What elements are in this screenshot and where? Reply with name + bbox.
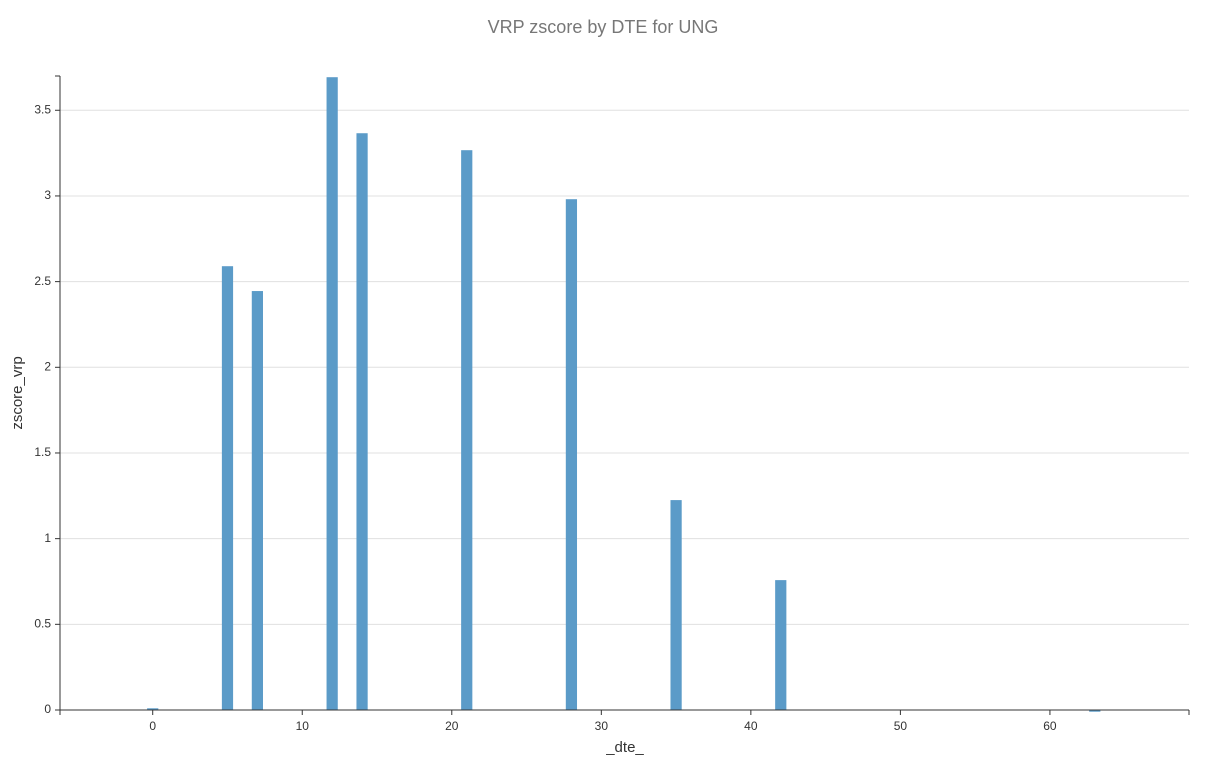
bar: [565, 199, 578, 711]
chart-title: VRP zscore by DTE for UNG: [488, 17, 719, 37]
x-tick-label: 0: [149, 719, 156, 733]
bar: [326, 77, 338, 710]
bar: [221, 266, 234, 710]
y-axis-label: zscore_vrp: [9, 356, 26, 429]
x-tick-label: 20: [445, 719, 459, 733]
x-tick-label: 10: [296, 719, 310, 733]
x-axis-label: _dte_: [605, 739, 644, 756]
y-tick-label: 0: [44, 702, 51, 716]
bar: [1089, 710, 1101, 712]
x-tick-label: 40: [744, 719, 758, 733]
bar: [356, 133, 368, 711]
y-tick-label: 3.5: [34, 102, 51, 116]
y-tick-label: 1.5: [34, 445, 51, 459]
bar: [251, 291, 263, 710]
y-tick-label: 2: [44, 359, 51, 373]
y-tick-label: 0.5: [34, 616, 51, 630]
y-tick-label: 1: [44, 531, 51, 545]
x-tick-label: 50: [894, 719, 908, 733]
y-tick-label: 3: [44, 188, 51, 202]
bar: [147, 708, 159, 710]
bar: [670, 500, 682, 710]
x-tick-label: 30: [595, 719, 609, 733]
bar: [461, 150, 473, 710]
y-tick-label: 2.5: [34, 274, 51, 288]
bar: [775, 580, 787, 710]
x-tick-label: 60: [1043, 719, 1057, 733]
